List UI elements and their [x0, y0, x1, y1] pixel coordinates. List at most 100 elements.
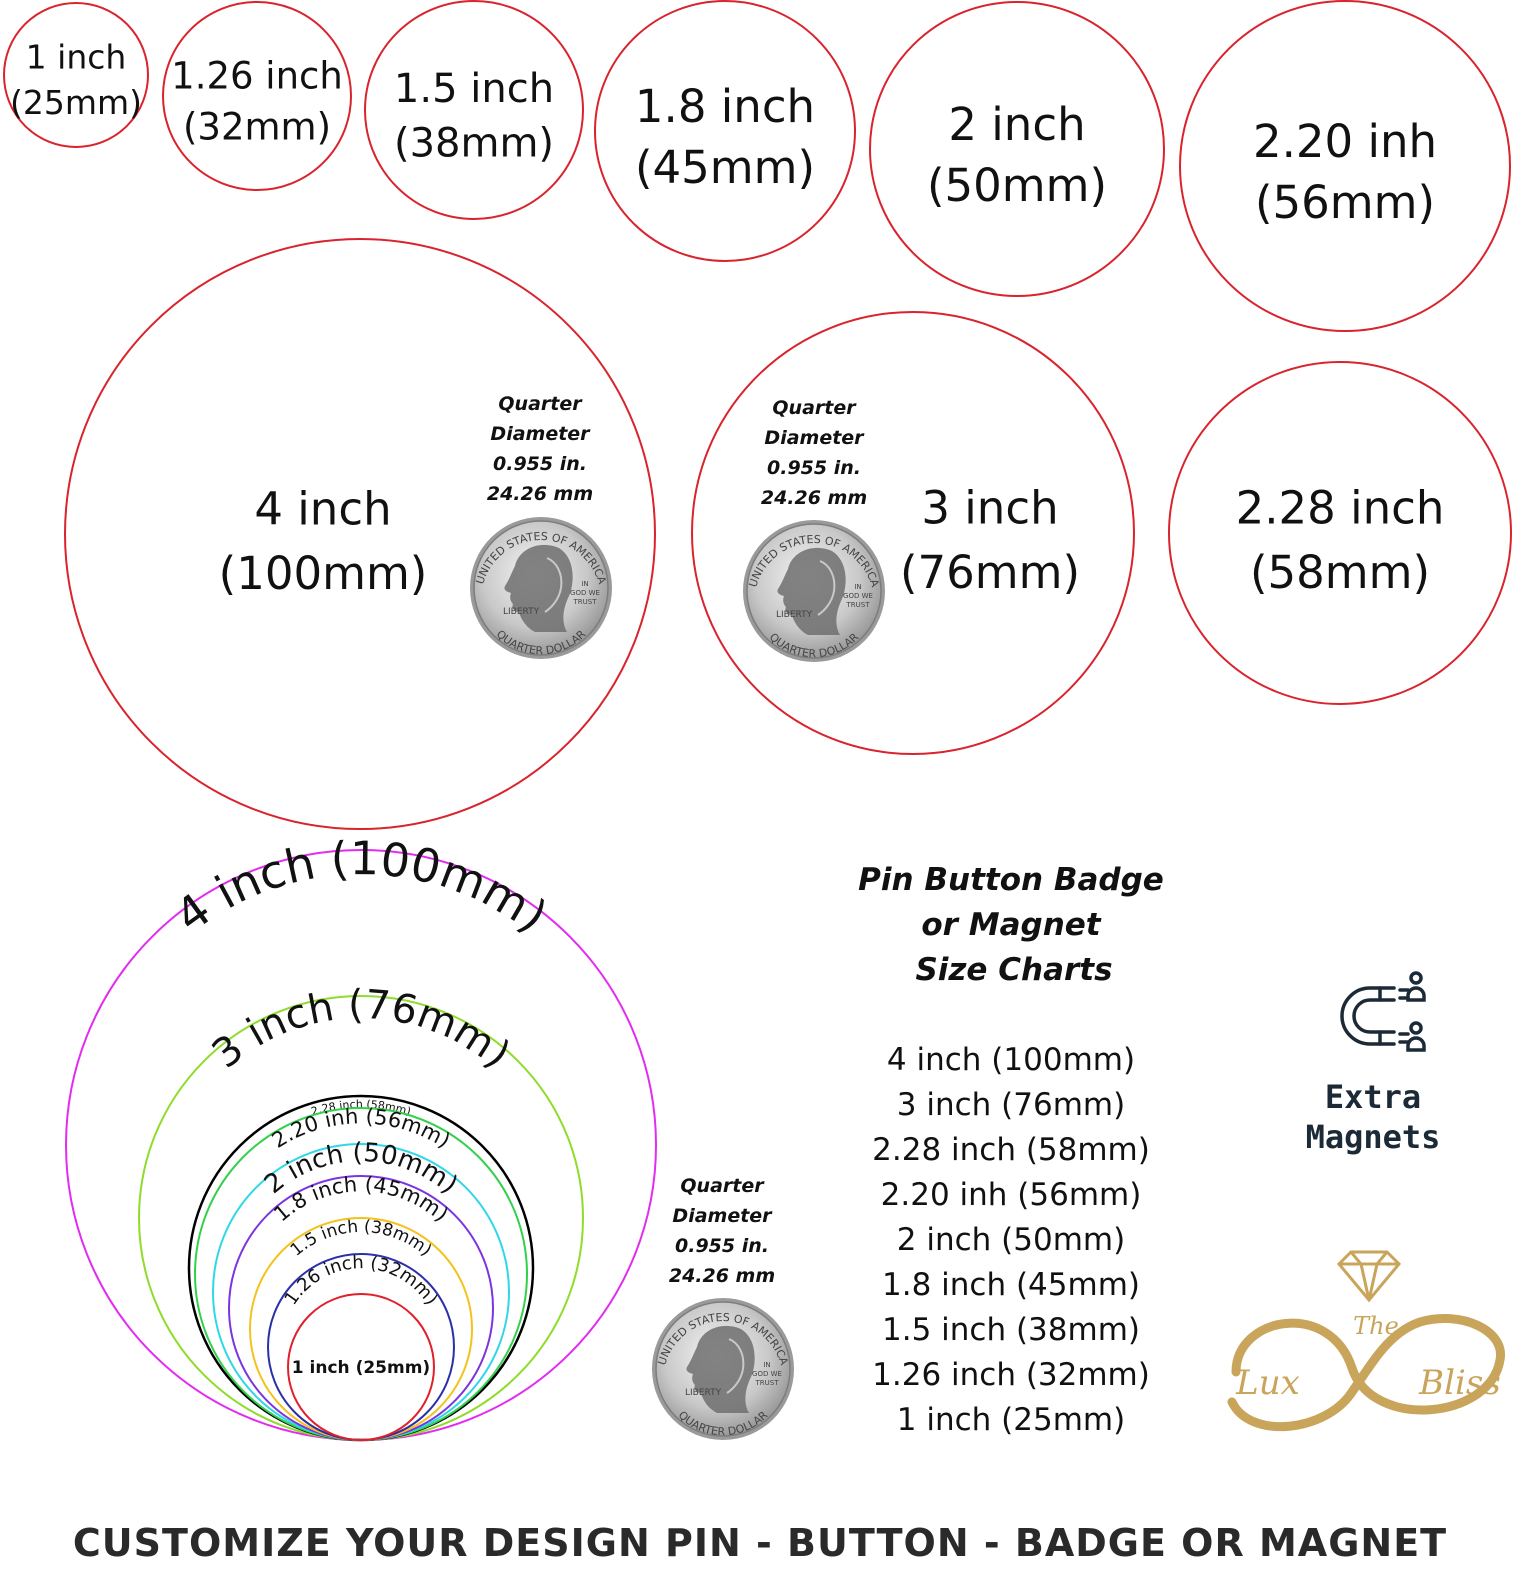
- logo-the: The: [1353, 1312, 1399, 1340]
- size-circle-mm-label: (25mm): [10, 83, 142, 122]
- size-chart-item: 1.5 inch (38mm): [882, 1312, 1140, 1348]
- size-circle-inch-label: 2.20 inh: [1253, 115, 1437, 168]
- logo-lux: Lux: [1235, 1363, 1300, 1403]
- footer-banner: CUSTOMIZE YOUR DESIGN PIN - BUTTON - BAD…: [73, 1521, 1447, 1565]
- nested-circle-outline: [249, 1217, 473, 1441]
- size-circle-inch-label: 1.26 inch: [171, 55, 343, 98]
- quarter-caption-line: 0.955 in.: [493, 453, 587, 475]
- diamond-icon: [1336, 1250, 1402, 1303]
- nested-circle-label: 3 inch (76mm): [204, 982, 519, 1078]
- size-circle-mm-label: (32mm): [183, 106, 331, 149]
- coin-motto: GOD WE: [570, 589, 600, 597]
- size-chart-item: 3 inch (76mm): [897, 1087, 1125, 1123]
- coin-liberty: LIBERTY: [685, 1388, 722, 1398]
- size-circle-outline: [162, 1, 352, 191]
- size-circle-outline: [1179, 0, 1511, 332]
- coin-liberty: LIBERTY: [776, 610, 813, 620]
- size-circle-inch-label: 2.28 inch: [1236, 482, 1445, 535]
- quarter-references: Quarter Diameter 0.955 in. 24.26 mm UNITED S…: [469, 393, 886, 1441]
- size-circle-outline: [869, 1, 1165, 297]
- chart-title-line-2: or Magnet: [921, 907, 1101, 943]
- size-circle-mm-label: (58mm): [1250, 546, 1430, 599]
- size-chart-item: 1 inch (25mm): [897, 1402, 1125, 1438]
- quarter-caption-line: Quarter: [772, 397, 857, 419]
- size-circle: 3 inch (76mm): [691, 311, 1135, 755]
- nested-circle-label: 1 inch (25mm): [292, 1358, 430, 1378]
- nested-circle-label: 4 inch (100mm): [165, 831, 557, 943]
- extra-magnets-badge: Extra Magnets: [1306, 971, 1441, 1156]
- size-circle: 2.20 inh (56mm): [1179, 0, 1511, 332]
- quarter-caption-line: Quarter: [498, 393, 583, 415]
- coin-motto: GOD WE: [843, 592, 873, 600]
- size-chart-item: 2 inch (50mm): [897, 1222, 1125, 1258]
- coin-motto: GOD WE: [752, 1370, 782, 1378]
- chart-title-line-1: Pin Button Badge: [858, 862, 1164, 898]
- size-circle-inch-label: 3 inch: [921, 482, 1058, 535]
- size-circle-outline: [1168, 361, 1512, 705]
- nested-circle: 1 inch (25mm): [287, 1293, 435, 1441]
- coin-motto: TRUST: [846, 601, 871, 609]
- size-circle-outline: [364, 0, 584, 220]
- quarter-reference: Quarter Diameter 0.955 in. 24.26 mm UNITED S…: [742, 397, 886, 663]
- coin-motto: TRUST: [755, 1379, 780, 1387]
- size-circle-mm-label: (45mm): [635, 141, 815, 194]
- size-circle-mm-label: (50mm): [927, 159, 1107, 212]
- size-chart-item: 1.26 inch (32mm): [872, 1357, 1150, 1393]
- size-circle-inch-label: 2 inch: [948, 98, 1085, 151]
- nested-circle-label: 1.26 inch (32mm): [280, 1252, 441, 1309]
- size-circle-mm-label: (56mm): [1255, 176, 1435, 229]
- size-circle: 2 inch (50mm): [869, 1, 1165, 297]
- quarter-caption-line: Diameter: [490, 423, 591, 445]
- size-chart-item: 2.20 inh (56mm): [881, 1177, 1142, 1213]
- coin-motto: IN: [763, 1361, 770, 1369]
- coin-motto: TRUST: [573, 598, 598, 606]
- size-circle: 1.26 inch (32mm): [162, 1, 352, 191]
- nested-circle-outline: [287, 1293, 435, 1441]
- quarter-caption-line: 24.26 mm: [761, 487, 867, 509]
- nested-circle: 1.5 inch (38mm): [249, 1217, 473, 1441]
- quarter-caption-line: 0.955 in.: [675, 1235, 769, 1257]
- logo-bliss: Bliss: [1418, 1363, 1501, 1403]
- quarter-caption-line: 0.955 in.: [767, 457, 861, 479]
- size-circle: 4 inch (100mm): [64, 238, 656, 830]
- size-chart-item: 4 inch (100mm): [887, 1042, 1135, 1078]
- size-circle-mm-label: (38mm): [394, 120, 554, 166]
- size-circle-inch-label: 1.5 inch: [394, 66, 554, 112]
- size-circle-mm-label: (76mm): [900, 546, 1080, 599]
- size-circle: 2.28 inch (58mm): [1168, 361, 1512, 705]
- coin-liberty: LIBERTY: [503, 607, 540, 617]
- quarter-caption-line: 24.26 mm: [487, 483, 593, 505]
- nested-circle: 1.8 inch (45mm): [228, 1172, 494, 1441]
- nested-circle: 1.26 inch (32mm): [267, 1252, 455, 1441]
- size-circle-inch-label: 4 inch: [254, 483, 391, 536]
- size-circle-outline: [691, 311, 1135, 755]
- single-size-circles: 1 inch (25mm) 1.26 inch (32mm) 1.5 inch (38mm…: [3, 0, 1512, 830]
- quarter-reference: Quarter Diameter 0.955 in. 24.26 mm UNITED S…: [469, 393, 613, 660]
- chart-title-line-3: Size Charts: [915, 952, 1112, 988]
- quarter-reference: Quarter Diameter 0.955 in. 24.26 mm UNITED S…: [651, 1175, 795, 1441]
- magnet-icon: [1340, 971, 1426, 1052]
- extra-magnets-line-1: Extra: [1325, 1078, 1421, 1116]
- size-circle-mm-label: (100mm): [219, 547, 428, 600]
- quarter-caption-line: Diameter: [764, 427, 865, 449]
- extra-magnets-line-2: Magnets: [1306, 1118, 1441, 1156]
- quarter-caption-line: Diameter: [672, 1205, 773, 1227]
- size-circle-outline: [594, 0, 856, 262]
- size-circle: 1 inch (25mm): [3, 2, 149, 148]
- quarter-caption-line: 24.26 mm: [669, 1265, 775, 1287]
- nested-circle-outline: [228, 1175, 494, 1441]
- quarter-caption-line: Quarter: [680, 1175, 765, 1197]
- size-circle-outline: [64, 238, 656, 830]
- size-chart-list: Pin Button Badge or Magnet Size Charts 4…: [858, 862, 1164, 1438]
- coin-motto: IN: [854, 583, 861, 591]
- size-circle: 1.5 inch (38mm): [364, 0, 584, 220]
- nested-size-comparison: 4 inch (100mm)3 inch (76mm)2.28 inch (58…: [65, 831, 657, 1442]
- infinity-swirl: [1227, 1314, 1505, 1432]
- lux-bliss-logo: The Lux Bliss: [1227, 1250, 1505, 1432]
- coin-motto: IN: [581, 580, 588, 588]
